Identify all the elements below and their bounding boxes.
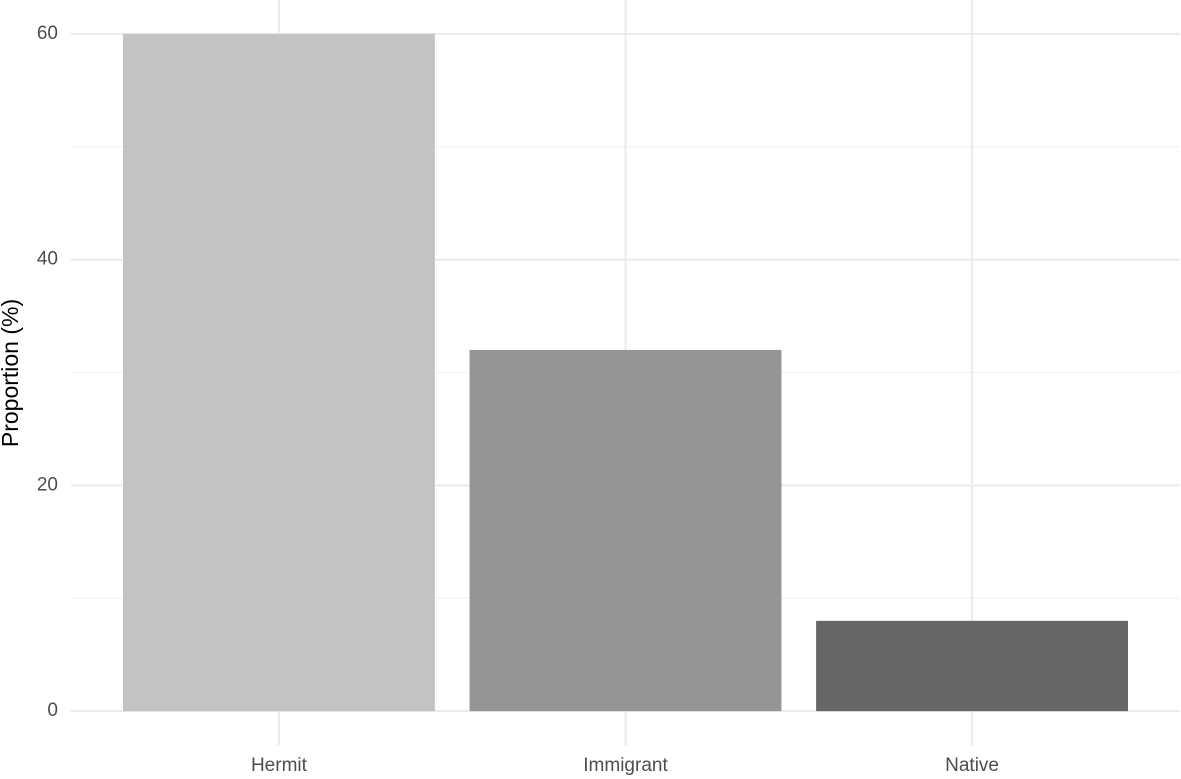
bar [469, 349, 782, 712]
y-tick-label: 40 [37, 249, 58, 270]
y-axis-title: Proportion (%) [0, 299, 23, 447]
y-tick-label: 0 [47, 700, 58, 721]
x-tick-label: Hermit [251, 755, 308, 776]
y-tick-label: 20 [37, 474, 58, 495]
x-tick-label: Immigrant [583, 755, 668, 776]
y-tick-label: 60 [37, 23, 58, 44]
bar [816, 620, 1129, 712]
x-tick-label: Native [945, 755, 999, 776]
bar [122, 33, 435, 712]
